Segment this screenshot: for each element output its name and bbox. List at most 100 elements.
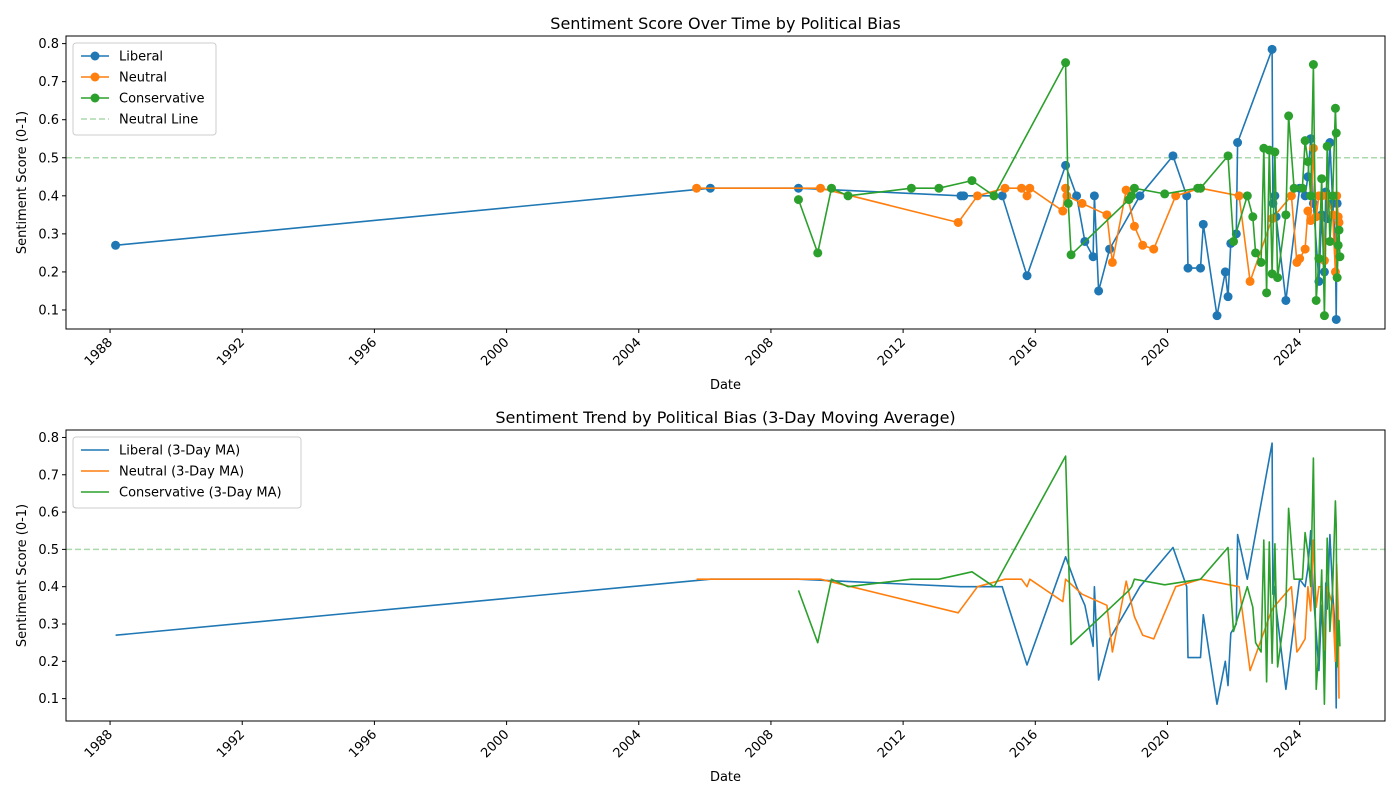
axes-frame	[65, 35, 1386, 330]
data-point	[1198, 219, 1208, 229]
legend-label: Neutral	[119, 71, 167, 86]
data-point	[1308, 60, 1318, 70]
data-point	[1286, 191, 1296, 201]
data-point	[1171, 191, 1181, 201]
data-point	[972, 191, 982, 201]
data-point	[1273, 273, 1283, 283]
x-tick-label: 2024	[1271, 727, 1305, 761]
legend-swatch-marker	[90, 72, 100, 82]
data-point	[1333, 240, 1343, 250]
data-point	[989, 191, 999, 201]
x-axis-label: Date	[710, 378, 741, 393]
data-point	[1328, 191, 1338, 201]
legend-swatch-marker	[90, 51, 100, 61]
y-tick-label: 0.7	[38, 75, 59, 90]
data-point	[1300, 136, 1310, 146]
data-point	[1281, 210, 1291, 220]
y-axis-label: Sentiment Score (0-1)	[15, 504, 30, 647]
plot-area	[111, 44, 1345, 324]
y-tick-label: 0.5	[38, 543, 59, 558]
data-point	[1017, 183, 1027, 193]
series-line-conservative-3-day-ma-	[797, 455, 1341, 706]
x-tick-label: 1992	[214, 727, 248, 761]
legend-label: Neutral Line	[119, 113, 198, 128]
data-point	[1245, 276, 1255, 286]
data-point	[1149, 244, 1159, 254]
data-point	[1223, 151, 1233, 161]
data-point	[1319, 311, 1329, 321]
series-line-conservative	[797, 61, 1341, 317]
data-point	[959, 191, 969, 201]
x-tick-label: 1996	[346, 335, 380, 369]
x-tick-label: 2020	[1139, 727, 1173, 761]
data-point	[1242, 191, 1252, 201]
y-tick-label: 0.3	[38, 227, 59, 242]
data-point	[1058, 206, 1068, 216]
data-point	[1335, 252, 1345, 262]
data-point	[1267, 44, 1277, 54]
data-point	[1270, 191, 1280, 201]
data-point	[827, 183, 837, 193]
y-tick-label: 0.7	[38, 468, 59, 483]
x-tick-label: 1988	[82, 727, 116, 761]
data-point	[997, 191, 1007, 201]
data-point	[1168, 151, 1178, 161]
data-point	[1334, 225, 1344, 235]
x-tick-label: 2008	[743, 727, 777, 761]
legend-item: Conservative (3-Day MA)	[81, 486, 282, 501]
x-tick-label: 2004	[611, 727, 645, 761]
data-point	[1297, 183, 1307, 193]
data-point	[1072, 191, 1082, 201]
y-tick-label: 0.6	[38, 506, 59, 521]
x-tick-label: 2000	[478, 335, 512, 369]
legend-item: Neutral (3-Day MA)	[81, 465, 244, 480]
x-tick-label: 2012	[875, 335, 909, 369]
data-point	[1129, 183, 1139, 193]
data-point	[1311, 295, 1321, 305]
data-point	[1229, 236, 1239, 246]
legend-label: Conservative	[119, 92, 204, 107]
x-tick-label: 2012	[875, 727, 909, 761]
data-point	[1220, 267, 1230, 277]
legend-swatch-marker	[90, 93, 100, 103]
data-point	[1160, 189, 1170, 199]
data-point	[1066, 250, 1076, 260]
data-point	[1138, 240, 1148, 250]
x-tick-label: 2016	[1007, 727, 1041, 761]
data-point	[1196, 183, 1206, 193]
y-tick-label: 0.4	[38, 580, 59, 595]
legend-box	[72, 42, 217, 136]
x-axis-label: Date	[710, 770, 741, 785]
legend-item: Neutral	[81, 71, 167, 86]
data-point	[813, 248, 823, 258]
data-point	[1105, 244, 1115, 254]
legend-item: Liberal	[81, 50, 163, 65]
y-tick-label: 0.8	[38, 37, 59, 52]
y-tick-label: 0.2	[38, 265, 59, 280]
legend-item: Liberal (3-Day MA)	[81, 444, 240, 459]
data-point	[1251, 248, 1261, 258]
x-tick-label: 1992	[214, 335, 248, 369]
legend-item: Neutral Line	[81, 113, 198, 128]
data-point	[1094, 286, 1104, 296]
y-tick-label: 0.3	[38, 618, 59, 633]
data-point	[1248, 212, 1258, 222]
data-point	[934, 183, 944, 193]
y-tick-label: 0.4	[38, 189, 59, 204]
data-point	[1063, 198, 1073, 208]
data-point	[1331, 314, 1341, 324]
data-point	[843, 191, 853, 201]
legend-box	[72, 436, 302, 509]
data-point	[1025, 183, 1035, 193]
data-point	[1303, 157, 1313, 167]
data-point	[1061, 58, 1071, 68]
data-point	[967, 176, 977, 186]
data-point	[1107, 257, 1117, 267]
legend: Liberal (3-Day MA) Neutral (3-Day MA) Cons…	[72, 436, 302, 509]
data-point	[1234, 191, 1244, 201]
data-point	[1317, 174, 1327, 184]
series-line-neutral-3-day-ma-	[696, 539, 1340, 699]
data-point	[111, 240, 121, 250]
data-point	[1077, 198, 1087, 208]
